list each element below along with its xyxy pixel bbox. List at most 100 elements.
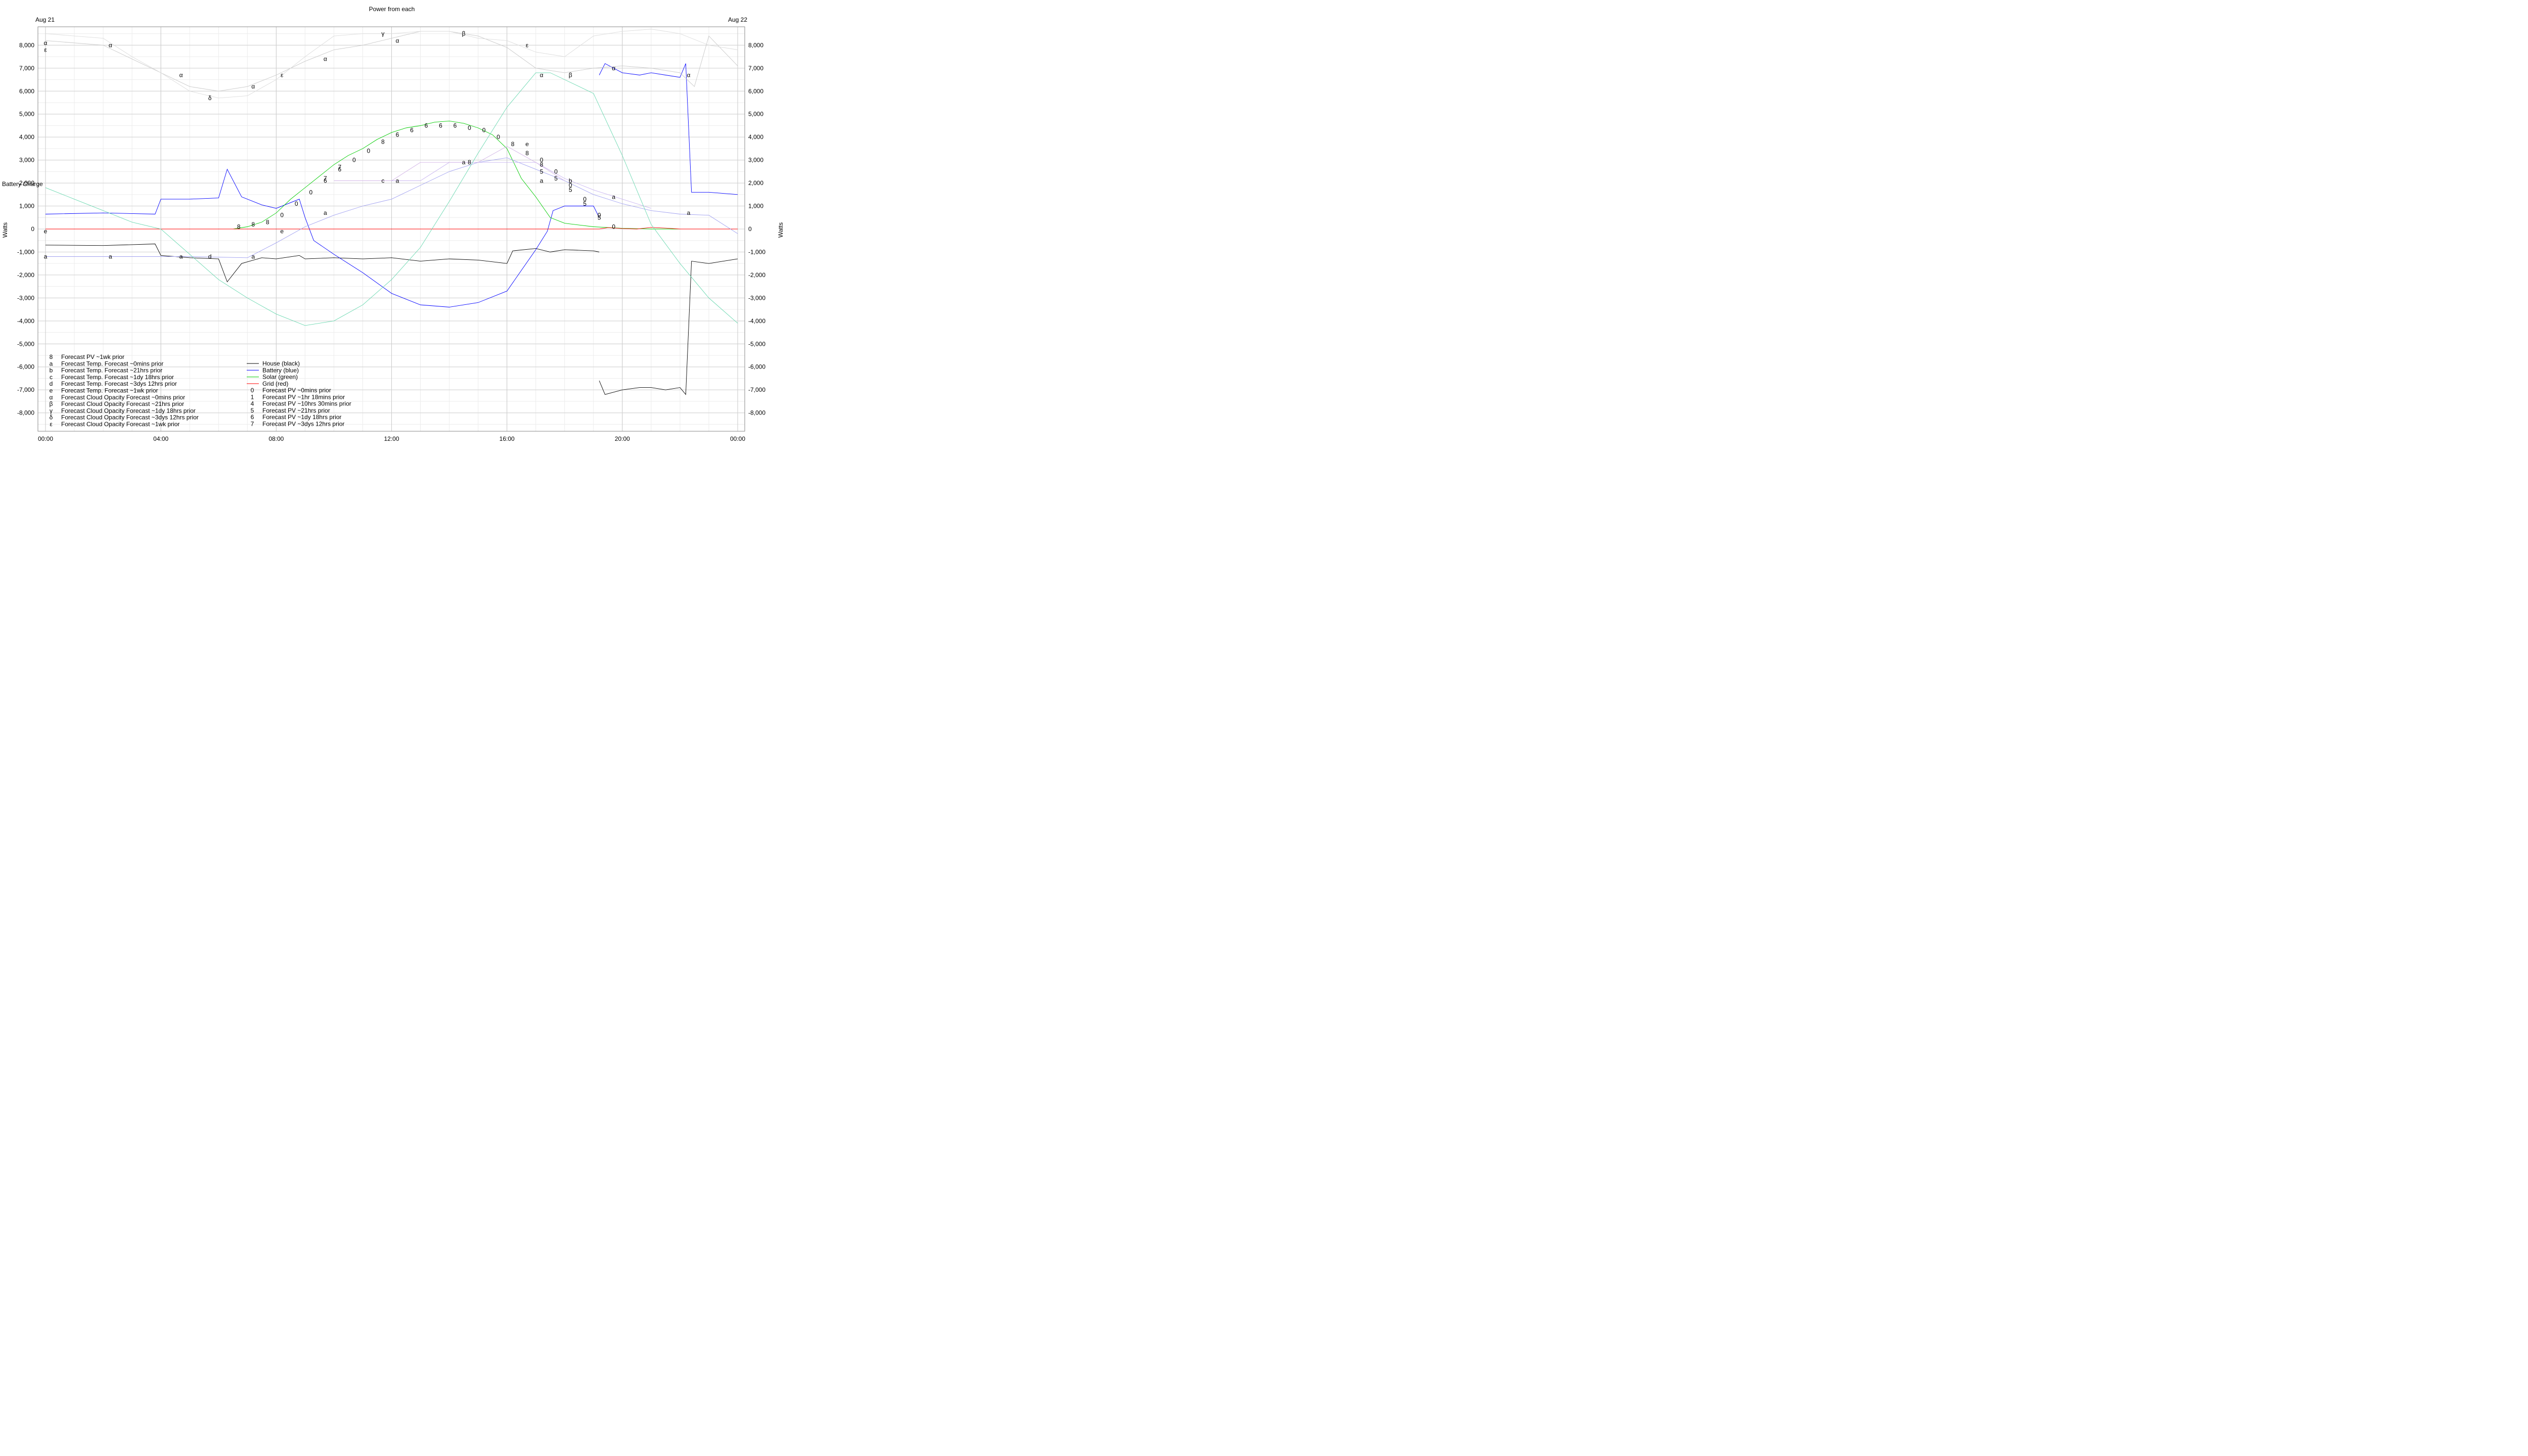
- point-marker: α: [44, 39, 48, 47]
- point-marker: α: [612, 65, 615, 72]
- point-marker: α: [179, 71, 183, 78]
- date-end-label: Aug 22: [728, 16, 747, 23]
- axis-layer: -8,000 -8,000 -7,000 -7,000 -6,000 -6,000 -5,0…: [17, 41, 765, 441]
- point-marker: 0: [569, 182, 572, 189]
- y-tick-label-right: -8,000: [748, 410, 765, 417]
- x-tick-label: 16:00: [500, 435, 515, 441]
- y-tick-label-right: 5,000: [748, 111, 763, 118]
- legend-label: Forecast Cloud Opacity Forecast ~3dys 12…: [61, 414, 199, 421]
- point-marker: a: [396, 177, 399, 185]
- series-line: [45, 244, 600, 283]
- y-tick-label-right: 8,000: [748, 41, 763, 49]
- point-marker: α: [324, 56, 327, 63]
- point-marker: γ: [381, 30, 384, 37]
- major-grid: [38, 27, 745, 431]
- legend-key: d: [50, 380, 53, 387]
- x-tick-label: 20:00: [615, 435, 630, 441]
- y-tick-label-right: 2,000: [748, 179, 763, 187]
- point-marker: a: [612, 193, 615, 200]
- legend-key: β: [50, 400, 53, 407]
- point-marker: 0: [309, 189, 312, 196]
- y-tick-label-left: -2,000: [17, 271, 34, 279]
- legend-key: b: [50, 367, 53, 374]
- legend-label: Forecast PV ~3dys 12hrs prior: [262, 421, 344, 428]
- legend-label: Forecast Temp. Forecast ~1dy 18hrs prior: [61, 374, 174, 381]
- point-marker: 0: [496, 133, 500, 141]
- point-marker: 6: [396, 131, 399, 139]
- y-tick-label-right: -2,000: [748, 271, 765, 279]
- chart-title: Power from each: [369, 6, 415, 13]
- legend-key: 6: [251, 414, 254, 421]
- x-tick-label: 08:00: [268, 435, 284, 441]
- legend-label: Solar (green): [262, 374, 298, 381]
- point-marker: a: [687, 209, 691, 216]
- y-tick-label-left: 2,000: [19, 179, 34, 187]
- point-marker: 0: [612, 223, 615, 230]
- legend-key: 0: [251, 387, 254, 394]
- legend-key: c: [50, 374, 53, 381]
- legend-key: a: [50, 360, 53, 367]
- point-marker: 6: [439, 122, 442, 129]
- series-line: [334, 146, 565, 181]
- y-tick-label-right: 7,000: [748, 65, 763, 72]
- point-marker: 8: [540, 161, 544, 168]
- legend-key: 5: [251, 407, 254, 414]
- y-tick-label-left: -8,000: [17, 410, 34, 417]
- series-line: [45, 168, 600, 307]
- legend-label: Forecast Temp. Forecast ~21hrs prior: [61, 367, 162, 374]
- legend-key: 7: [251, 421, 254, 428]
- point-marker: c: [381, 177, 384, 185]
- legend-label: Forecast PV ~1wk prior: [61, 353, 124, 360]
- legend-label: Forecast PV ~1hr 18mins prior: [262, 393, 345, 400]
- chart-background: [0, 0, 785, 441]
- y-tick-label-left: -4,000: [17, 317, 34, 325]
- point-marker: 0: [583, 196, 586, 203]
- y-tick-label-right: 0: [748, 225, 752, 233]
- point-marker: 6: [454, 122, 457, 129]
- y-tick-label-left: 0: [31, 225, 34, 233]
- legend-label: House (black): [262, 360, 300, 367]
- series-line: [45, 29, 738, 99]
- point-marker: β: [569, 71, 572, 78]
- point-marker: 0: [554, 168, 558, 175]
- y-axis-label-right: Watts: [777, 222, 784, 238]
- y-tick-label-right: -3,000: [748, 294, 765, 301]
- point-marker: 0: [295, 200, 298, 207]
- point-marker: d: [208, 253, 212, 260]
- point-marker: α: [540, 71, 544, 78]
- point-marker: 5: [540, 168, 544, 175]
- series-line: [45, 72, 738, 326]
- legend-label: Forecast PV ~0mins prior: [262, 387, 331, 394]
- y-tick-label-right: 4,000: [748, 133, 763, 141]
- point-marker: a: [251, 253, 255, 260]
- legend-key: ε: [50, 421, 53, 428]
- legend-label: Forecast Cloud Opacity Forecast ~21hrs p…: [61, 400, 184, 407]
- point-marker: 8: [381, 138, 385, 145]
- y-tick-label-left: 7,000: [19, 65, 34, 72]
- y-tick-label-right: -6,000: [748, 363, 765, 371]
- legend-label: Forecast Cloud Opacity Forecast ~1wk pri…: [61, 421, 179, 428]
- point-marker: 6: [425, 122, 428, 129]
- battery-charge-label: Battery Charge: [2, 180, 43, 188]
- point-marker: e: [525, 141, 529, 148]
- legend-right: House (black)Battery (blue)Solar (green)…: [247, 360, 351, 428]
- point-marker: α: [251, 83, 255, 90]
- point-marker: δ: [208, 95, 212, 102]
- y-tick-label-right: -7,000: [748, 386, 765, 393]
- point-marker: b: [569, 177, 572, 185]
- legend-label: Forecast PV ~21hrs prior: [262, 407, 330, 414]
- point-marker: α: [395, 37, 399, 44]
- point-marker: 5: [598, 214, 601, 221]
- x-tick-label: 12:00: [384, 435, 399, 441]
- point-marker: 0: [540, 157, 544, 164]
- legend-key: 4: [251, 400, 254, 407]
- point-marker: 0: [468, 124, 471, 131]
- legend-label: Forecast Temp. Forecast ~1wk prior: [61, 387, 158, 394]
- y-tick-label-left: -7,000: [17, 386, 34, 393]
- point-marker: a: [462, 159, 466, 166]
- legend-label: Forecast Cloud Opacity Forecast ~0mins p…: [61, 394, 185, 401]
- series-line: [46, 120, 738, 230]
- legend-key: δ: [50, 414, 53, 421]
- point-marker: 8: [237, 223, 241, 230]
